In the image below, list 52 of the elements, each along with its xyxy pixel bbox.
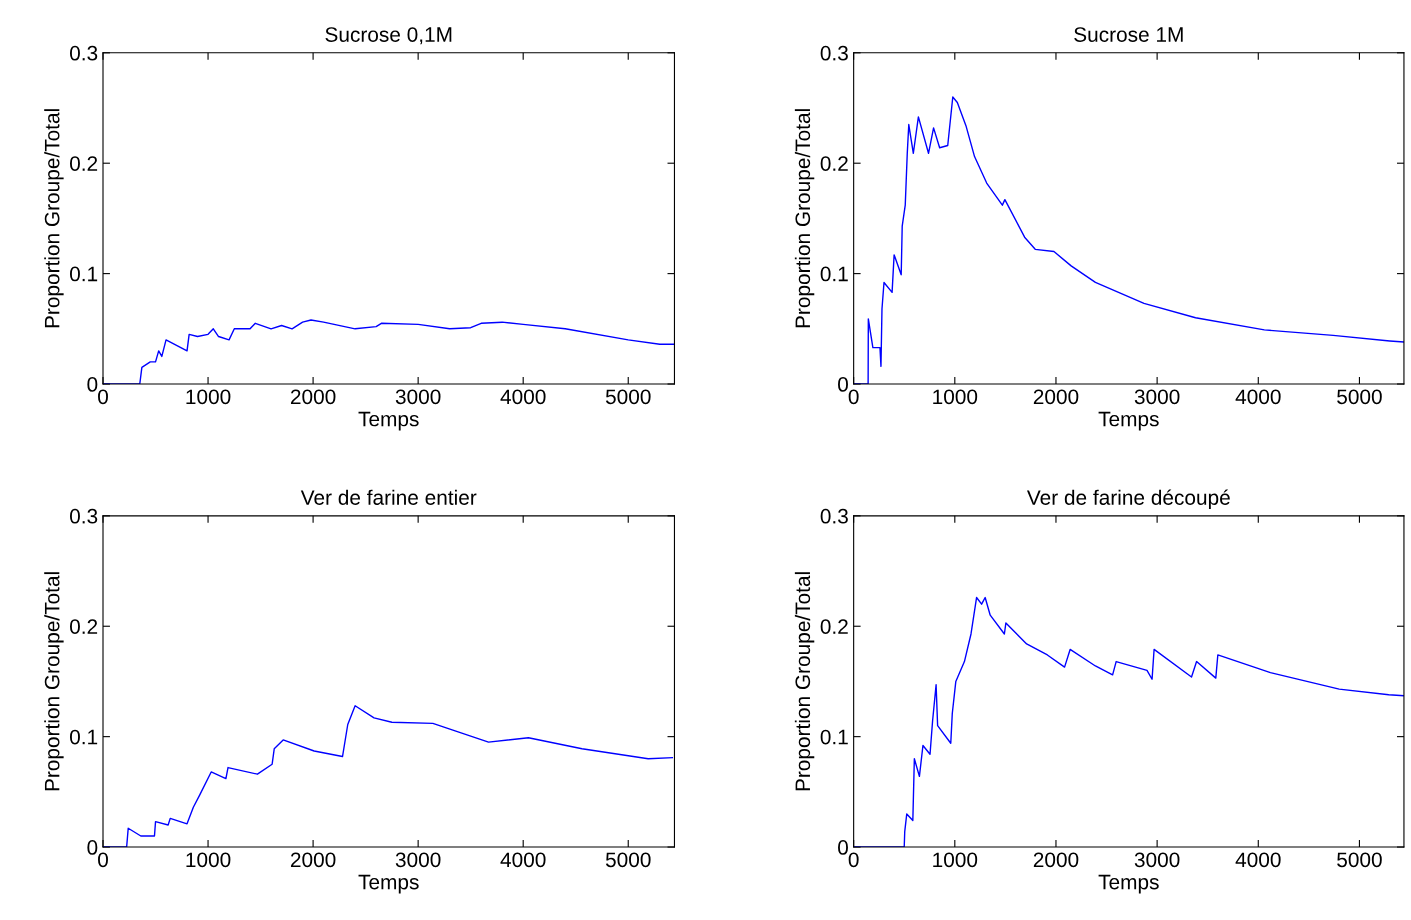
x-tick-label: 0 <box>98 852 108 868</box>
x-tick-label: 3000 <box>395 852 441 868</box>
x-tick-label: 5000 <box>605 852 651 868</box>
x-axis-title: Temps <box>358 411 419 431</box>
y-axis-title: Proportion Groupe/Total <box>44 572 64 791</box>
y-tick-label: 0 <box>87 840 98 855</box>
y-tick-label: 0 <box>838 377 848 392</box>
y-axis-title: Proportion Groupe/Total <box>794 572 815 791</box>
y-tick-label: 0.3 <box>820 45 848 61</box>
x-tick-label: 3000 <box>395 389 441 405</box>
x-axis-title: Temps <box>1098 874 1159 894</box>
x-tick-label: 4000 <box>500 389 546 405</box>
x-tick-label: 4000 <box>1235 389 1281 405</box>
x-tick-label: 0 <box>98 389 108 405</box>
y-axis-title: Proportion Groupe/Total <box>794 109 815 328</box>
x-tick-label: 2000 <box>1033 389 1079 405</box>
x-tick-label: 1000 <box>933 389 978 405</box>
chart-title: Ver de farine entier <box>300 489 477 505</box>
x-tick-label: 4000 <box>1235 852 1281 868</box>
x-tick-label: 5000 <box>605 389 651 405</box>
chart-title: Sucrose 1M <box>1074 27 1183 42</box>
y-tick-label: 0 <box>838 840 848 855</box>
x-tick-label: 1000 <box>186 389 231 405</box>
y-tick-label: 0.3 <box>70 508 98 524</box>
x-tick-label: 2000 <box>290 389 336 405</box>
x-tick-label: 3000 <box>1134 852 1180 868</box>
y-tick-label: 0.3 <box>70 45 98 61</box>
x-tick-label: 2000 <box>1033 852 1079 868</box>
y-tick-label: 0.2 <box>820 156 848 171</box>
x-tick-label: 1000 <box>186 852 231 868</box>
y-tick-label: 0.1 <box>820 729 848 745</box>
x-tick-label: 5000 <box>1337 389 1382 405</box>
y-tick-label: 0.2 <box>70 619 98 634</box>
x-tick-label: 5000 <box>1337 852 1382 868</box>
x-tick-label: 4000 <box>500 852 546 868</box>
y-tick-label: 0.1 <box>70 266 98 282</box>
y-tick-label: 0.3 <box>820 508 848 524</box>
x-tick-label: 3000 <box>1134 389 1180 405</box>
x-tick-label: 0 <box>848 389 859 405</box>
y-tick-label: 0.1 <box>820 266 848 282</box>
x-axis-title: Temps <box>1098 411 1159 431</box>
chart-title: Sucrose 0,1M <box>325 27 452 45</box>
x-axis-title: Temps <box>358 874 419 894</box>
x-tick-label: 1000 <box>933 852 978 868</box>
y-tick-label: 0 <box>87 377 98 392</box>
y-tick-label: 0.2 <box>820 619 848 634</box>
x-tick-label: 2000 <box>290 852 336 868</box>
chart-title: Ver de farine découpé <box>1026 489 1230 510</box>
x-tick-label: 0 <box>848 852 859 868</box>
y-axis-title: Proportion Groupe/Total <box>44 109 64 328</box>
y-tick-label: 0.1 <box>70 729 98 745</box>
y-tick-label: 0.2 <box>70 156 98 171</box>
